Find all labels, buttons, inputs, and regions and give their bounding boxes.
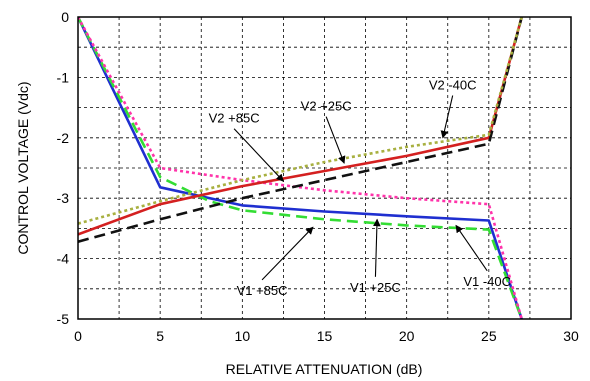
annotation-label: V1 +25C [350, 280, 401, 295]
annotation-arrow [325, 116, 346, 164]
annotation-arrow [455, 224, 488, 272]
y-tick-label: -3 [57, 190, 70, 206]
series-line-v1-plus85c [78, 17, 523, 319]
annotation-label: V2 -40C [429, 77, 477, 92]
x-tick-label: 20 [399, 328, 415, 344]
plot-frame [77, 16, 572, 320]
annotation-label: V1 +85C [237, 283, 288, 298]
y-tick-label: -5 [57, 311, 70, 327]
y-axis-title: CONTROL VOLTAGE (Vdc) [15, 81, 31, 254]
series-line-v1-plus25c [78, 17, 523, 319]
annotation-label: V1 -40C [463, 274, 511, 289]
annotation-label: V2 +85C [209, 111, 260, 126]
annotation-arrow [373, 218, 381, 277]
x-tick-labels: 0 5 10 15 20 25 30 [74, 328, 579, 344]
annotation-arrow [440, 95, 454, 139]
y-tick-label: -4 [57, 251, 70, 267]
x-tick-label: 15 [317, 328, 333, 344]
x-tick-label: 10 [235, 328, 251, 344]
annotation-arrow [233, 128, 284, 182]
series-line-v2-plus85c [78, 17, 523, 236]
annotations: V2 -40C V2 +25C V2 +85C V1 +85C V1 +25C V1 -4… [209, 77, 511, 297]
y-tick-label: -1 [57, 69, 70, 85]
annotation-label: V2 +25C [301, 99, 352, 114]
series-line-v1-minus40c [78, 17, 523, 319]
x-tick-label: 0 [74, 328, 82, 344]
series-line-v2-minus40c [78, 17, 523, 225]
series-line-v2-plus25c [78, 17, 523, 243]
y-tick-label: -2 [57, 130, 70, 146]
x-tick-label: 25 [481, 328, 497, 344]
annotation-arrow [261, 226, 314, 281]
series-lines [78, 17, 523, 319]
x-tick-label: 30 [563, 328, 579, 344]
y-tick-label: 0 [61, 9, 69, 25]
x-tick-label: 5 [156, 328, 164, 344]
x-axis-title: RELATIVE ATTENUATION (dB) [226, 361, 423, 377]
y-tick-labels: 0 -1 -2 -3 -4 -5 [57, 9, 70, 327]
